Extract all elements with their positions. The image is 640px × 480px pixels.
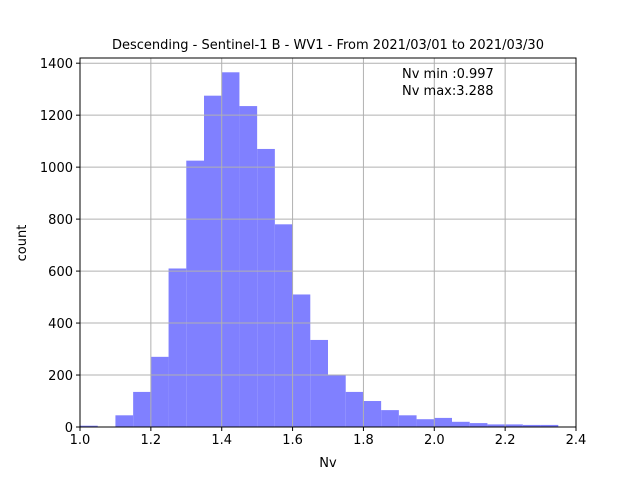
y-tick-label: 1200 bbox=[40, 109, 73, 124]
histogram-bar bbox=[522, 424, 541, 427]
y-tick-label: 600 bbox=[48, 265, 73, 280]
y-tick-label: 0 bbox=[65, 421, 73, 436]
histogram-bar bbox=[328, 375, 346, 427]
histogram-bar bbox=[345, 391, 364, 427]
annotation-nv-max: Nv max:3.288 bbox=[402, 84, 493, 99]
histogram-bar bbox=[434, 417, 452, 427]
plot-frame bbox=[79, 57, 577, 428]
histogram-bar bbox=[168, 268, 187, 427]
histogram-bar bbox=[133, 391, 151, 427]
histogram-bar bbox=[80, 425, 98, 427]
x-tick-label: 1.4 bbox=[211, 433, 232, 448]
chart-title: Descending - Sentinel-1 B - WV1 - From 2… bbox=[112, 38, 544, 53]
histogram-bar bbox=[363, 401, 382, 427]
x-tick-label: 2.2 bbox=[495, 433, 516, 448]
histogram-bar bbox=[150, 356, 169, 427]
histogram-bar bbox=[186, 160, 204, 428]
histogram-bar bbox=[221, 72, 240, 428]
y-axis-label: count bbox=[15, 225, 30, 262]
x-tick-label: 2.0 bbox=[424, 433, 445, 448]
histogram-bar bbox=[487, 424, 506, 427]
histogram-bar bbox=[310, 339, 328, 427]
histogram-bar bbox=[257, 148, 275, 428]
histogram-bar bbox=[239, 106, 258, 427]
annotation-nv-min: Nv min :0.997 bbox=[402, 67, 494, 82]
histogram-bar bbox=[505, 424, 523, 427]
histogram-bar bbox=[115, 415, 134, 427]
histogram-bar bbox=[540, 424, 559, 427]
y-tick-label: 1400 bbox=[40, 57, 73, 72]
x-tick-label: 1.8 bbox=[353, 433, 374, 448]
x-tick-label: 2.4 bbox=[566, 433, 587, 448]
y-tick-label: 200 bbox=[48, 369, 73, 384]
x-tick-label: 1.2 bbox=[141, 433, 162, 448]
histogram-bar bbox=[292, 294, 311, 427]
x-ticks: 1.0 1.2 1.4 1.6 1.8 2.0 2.2 2.4 bbox=[70, 427, 587, 448]
histogram-bar bbox=[469, 423, 488, 427]
histogram-bar bbox=[398, 415, 417, 427]
x-tick-label: 1.0 bbox=[70, 433, 91, 448]
bars-group bbox=[80, 72, 559, 428]
histogram-bar bbox=[204, 95, 222, 428]
histogram-bar bbox=[452, 421, 470, 427]
y-ticks: 0 200 400 600 800 1000 1200 1400 bbox=[40, 57, 80, 436]
y-tick-label: 400 bbox=[48, 317, 73, 332]
histogram-bar bbox=[416, 419, 435, 427]
y-tick-label: 1000 bbox=[40, 161, 73, 176]
x-axis-label: Nv bbox=[319, 456, 337, 471]
histogram-bar bbox=[381, 410, 399, 427]
x-tick-label: 1.6 bbox=[282, 433, 303, 448]
y-tick-label: 800 bbox=[48, 213, 73, 228]
histogram-bar bbox=[274, 224, 293, 427]
